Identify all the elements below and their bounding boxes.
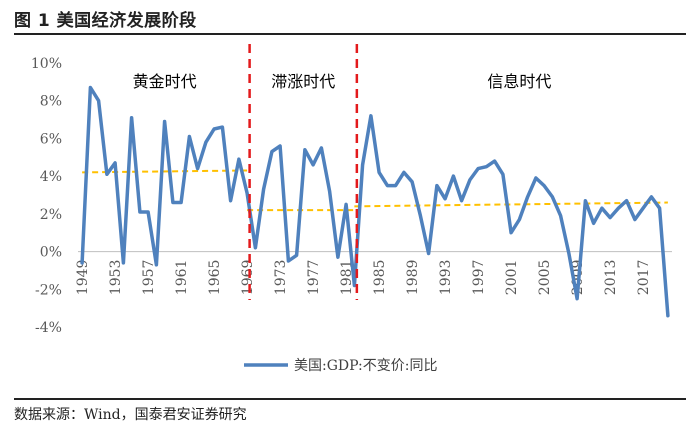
- trend-line: [354, 201, 668, 208]
- x-tick-label: 1997: [471, 260, 487, 296]
- legend-label: 美国:GDP:不变价:同比: [294, 358, 437, 374]
- y-tick-label: 0%: [40, 245, 62, 261]
- y-tick-label: 8%: [40, 94, 62, 110]
- x-tick-label: 2005: [537, 260, 553, 296]
- y-tick-label: 4%: [40, 169, 62, 185]
- legend: 美国:GDP:不变价:同比: [244, 358, 437, 374]
- data-source-note: 数据来源：Wind，国泰君安证券研究: [14, 407, 247, 423]
- x-tick-label: 2001: [504, 260, 520, 296]
- x-tick-label: 2017: [636, 260, 652, 296]
- gdp-series-points: [82, 87, 668, 316]
- x-tick-label: 1969: [240, 260, 256, 296]
- phase-label: 黄金时代: [133, 72, 197, 91]
- y-tick-label: -4%: [35, 320, 62, 336]
- y-tick-label: 2%: [40, 207, 62, 223]
- x-tick-label: 1993: [438, 260, 454, 296]
- x-tick-label: 1965: [207, 260, 223, 296]
- y-tick-label: -2%: [35, 282, 62, 298]
- x-tick-label: 1961: [174, 260, 190, 296]
- y-tick-label: 6%: [40, 131, 62, 147]
- phase-label: 信息时代: [487, 72, 551, 91]
- x-tick-label: 1973: [273, 260, 289, 296]
- x-tick-label: 1953: [108, 260, 124, 296]
- x-tick-label: 1985: [372, 260, 388, 296]
- trend-line: [82, 169, 248, 174]
- x-tick-label: 1949: [75, 260, 91, 296]
- x-tick-label: 1977: [306, 260, 322, 296]
- top-rule: [14, 33, 686, 35]
- gdp-series-line: [80, 85, 670, 318]
- x-tick-label: 1989: [405, 260, 421, 296]
- x-tick-label: 2013: [603, 260, 619, 296]
- phase-label: 滞涨时代: [271, 72, 335, 91]
- bottom-rule: [14, 398, 686, 400]
- x-tick-label: 1957: [141, 260, 157, 296]
- y-tick-label: 10%: [31, 56, 62, 72]
- figure-title: 图 1 美国经济发展阶段: [14, 11, 197, 31]
